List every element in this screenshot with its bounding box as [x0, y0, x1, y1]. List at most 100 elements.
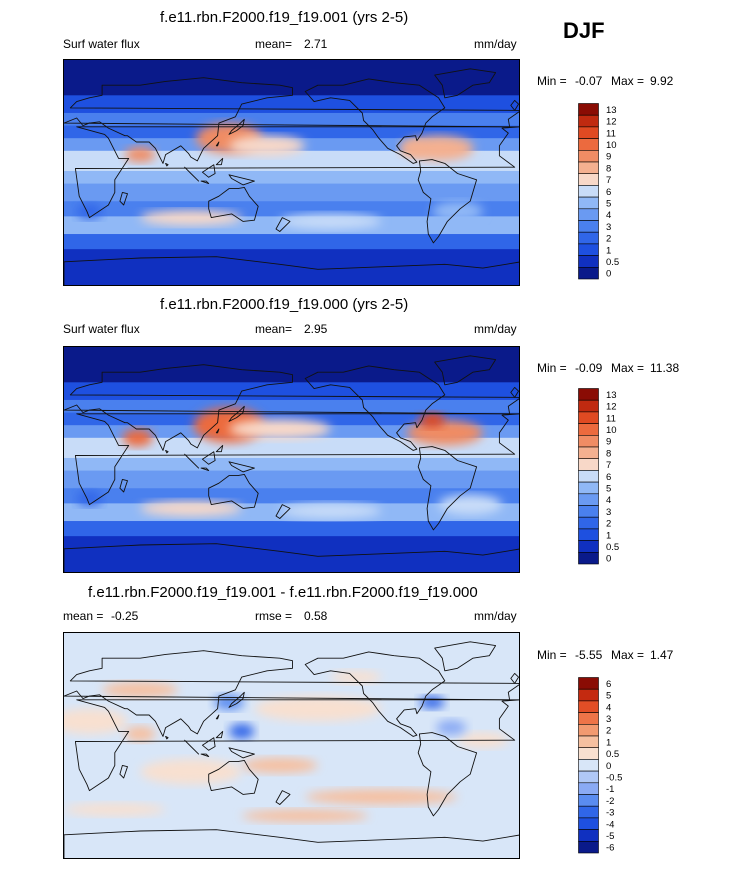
- coastline: [64, 650, 519, 737]
- coastline: [208, 759, 259, 795]
- colorbar-box: [578, 446, 599, 459]
- panel-2-mean-label: mean=: [255, 322, 293, 336]
- colorbar-tick-label: 4: [606, 702, 611, 713]
- field-anomaly: [400, 140, 426, 156]
- colorbar-tick-label: 3: [606, 507, 611, 518]
- coastline: [215, 714, 220, 720]
- colorbar-box: [578, 700, 599, 713]
- coastline: [208, 473, 259, 509]
- coastline: [275, 790, 291, 805]
- colorbar-tick-label: 8: [606, 163, 611, 174]
- colorbar-tick-label: -0.5: [606, 773, 622, 784]
- coastline: [64, 543, 519, 572]
- field-anomaly: [124, 726, 156, 742]
- coastline: [165, 449, 169, 454]
- field-band: [64, 488, 519, 504]
- colorbar-box: [578, 540, 599, 553]
- colorbar-tick-label: 13: [606, 390, 617, 401]
- colorbar-box: [578, 841, 599, 854]
- coastline: [64, 364, 519, 451]
- field-anomaly: [124, 147, 156, 163]
- field-band: [64, 234, 519, 250]
- colorbar-tick-label: 12: [606, 117, 617, 128]
- panel-1-units: mm/day: [474, 37, 517, 51]
- colorbar-tick-label: 8: [606, 448, 611, 459]
- field-band: [64, 399, 519, 414]
- colorbar-box: [578, 411, 599, 424]
- coastline: [228, 405, 245, 422]
- panel-3-map: [63, 632, 520, 859]
- colorbar-box: [578, 126, 599, 139]
- panel-2-max-value: 11.38: [650, 361, 680, 375]
- colorbar-box: [578, 735, 599, 748]
- colorbar-tick-label: 6: [606, 472, 611, 483]
- coastline: [510, 386, 519, 398]
- panel-1-max-value: 9.92: [650, 74, 674, 88]
- colorbar-box: [578, 770, 599, 784]
- field-anomaly: [435, 720, 467, 736]
- panel-2-map: [63, 346, 520, 573]
- panel-1-min-label: Min =: [537, 74, 567, 88]
- field-anomaly: [279, 213, 382, 229]
- panel-2-min-value: -0.09: [575, 361, 603, 375]
- coastline: [215, 730, 224, 739]
- colorbar-tick-label: -2: [606, 796, 614, 807]
- panel-3-mean-value: -0.25: [111, 609, 139, 623]
- coastline: [215, 444, 224, 453]
- field-anomaly: [229, 418, 331, 440]
- colorbar-box: [578, 481, 599, 495]
- field-band: [64, 125, 519, 139]
- field-band: [64, 437, 519, 459]
- coastline: [74, 126, 519, 219]
- field-anomaly: [330, 670, 382, 684]
- coastline: [201, 737, 216, 751]
- panel-3-rmse-label: rmse =: [255, 609, 293, 623]
- field-anomaly: [76, 490, 103, 506]
- colorbar-box: [578, 759, 599, 772]
- colorbar-tick-label: 10: [606, 425, 617, 436]
- panel-3-title: f.e11.rbn.F2000.f19_f19.001 - f.e11.rbn.…: [88, 584, 478, 601]
- field-band: [64, 170, 519, 185]
- colorbar-tick-label: 6: [606, 187, 611, 198]
- coastline: [74, 413, 519, 506]
- colorbar-box: [578, 782, 599, 795]
- coastline: [510, 99, 519, 111]
- colorbar-tick-label: 2: [606, 726, 611, 737]
- coastline: [215, 141, 220, 147]
- colorbar-box: [578, 149, 599, 163]
- colorbar-box: [578, 399, 599, 413]
- field-band: [64, 112, 519, 127]
- field-anomaly: [122, 428, 153, 447]
- coastline: [417, 159, 478, 244]
- coastline: [434, 641, 497, 672]
- colorbar-tick-label: 0: [606, 554, 611, 565]
- colorbar-box: [578, 114, 599, 128]
- panel-1-max-label: Max =: [611, 74, 645, 88]
- field-band: [64, 457, 519, 472]
- field-anomaly: [254, 696, 382, 722]
- colorbar-tick-label: 4: [606, 210, 611, 221]
- field-band: [64, 412, 519, 426]
- panel-1-map: [63, 59, 520, 286]
- panel-3-rmse-value: 0.58: [304, 609, 328, 623]
- coastline: [228, 747, 255, 759]
- colorbar-tick-label: 9: [606, 152, 611, 163]
- colorbar-tick-label: 1: [606, 737, 611, 748]
- colorbar-tick-label: 0: [606, 761, 611, 772]
- colorbar-box: [578, 723, 599, 737]
- colorbar-box: [578, 458, 599, 471]
- coastline: [74, 699, 519, 792]
- colorbar-tick-label: 0.5: [606, 542, 619, 553]
- field-band: [64, 183, 519, 202]
- colorbar-tick-label: 11: [606, 128, 616, 139]
- colorbar-tick-label: 4: [606, 495, 611, 506]
- coastline: [228, 461, 255, 473]
- coastline: [228, 118, 245, 135]
- field-anomaly: [140, 210, 242, 226]
- panel-2-min-label: Min =: [537, 361, 567, 375]
- colorbar-box: [578, 528, 599, 541]
- colorbar-box: [578, 712, 599, 725]
- colorbar-box: [578, 388, 599, 401]
- colorbar-tick-label: 10: [606, 140, 617, 151]
- panel-2-max-label: Max =: [611, 361, 645, 375]
